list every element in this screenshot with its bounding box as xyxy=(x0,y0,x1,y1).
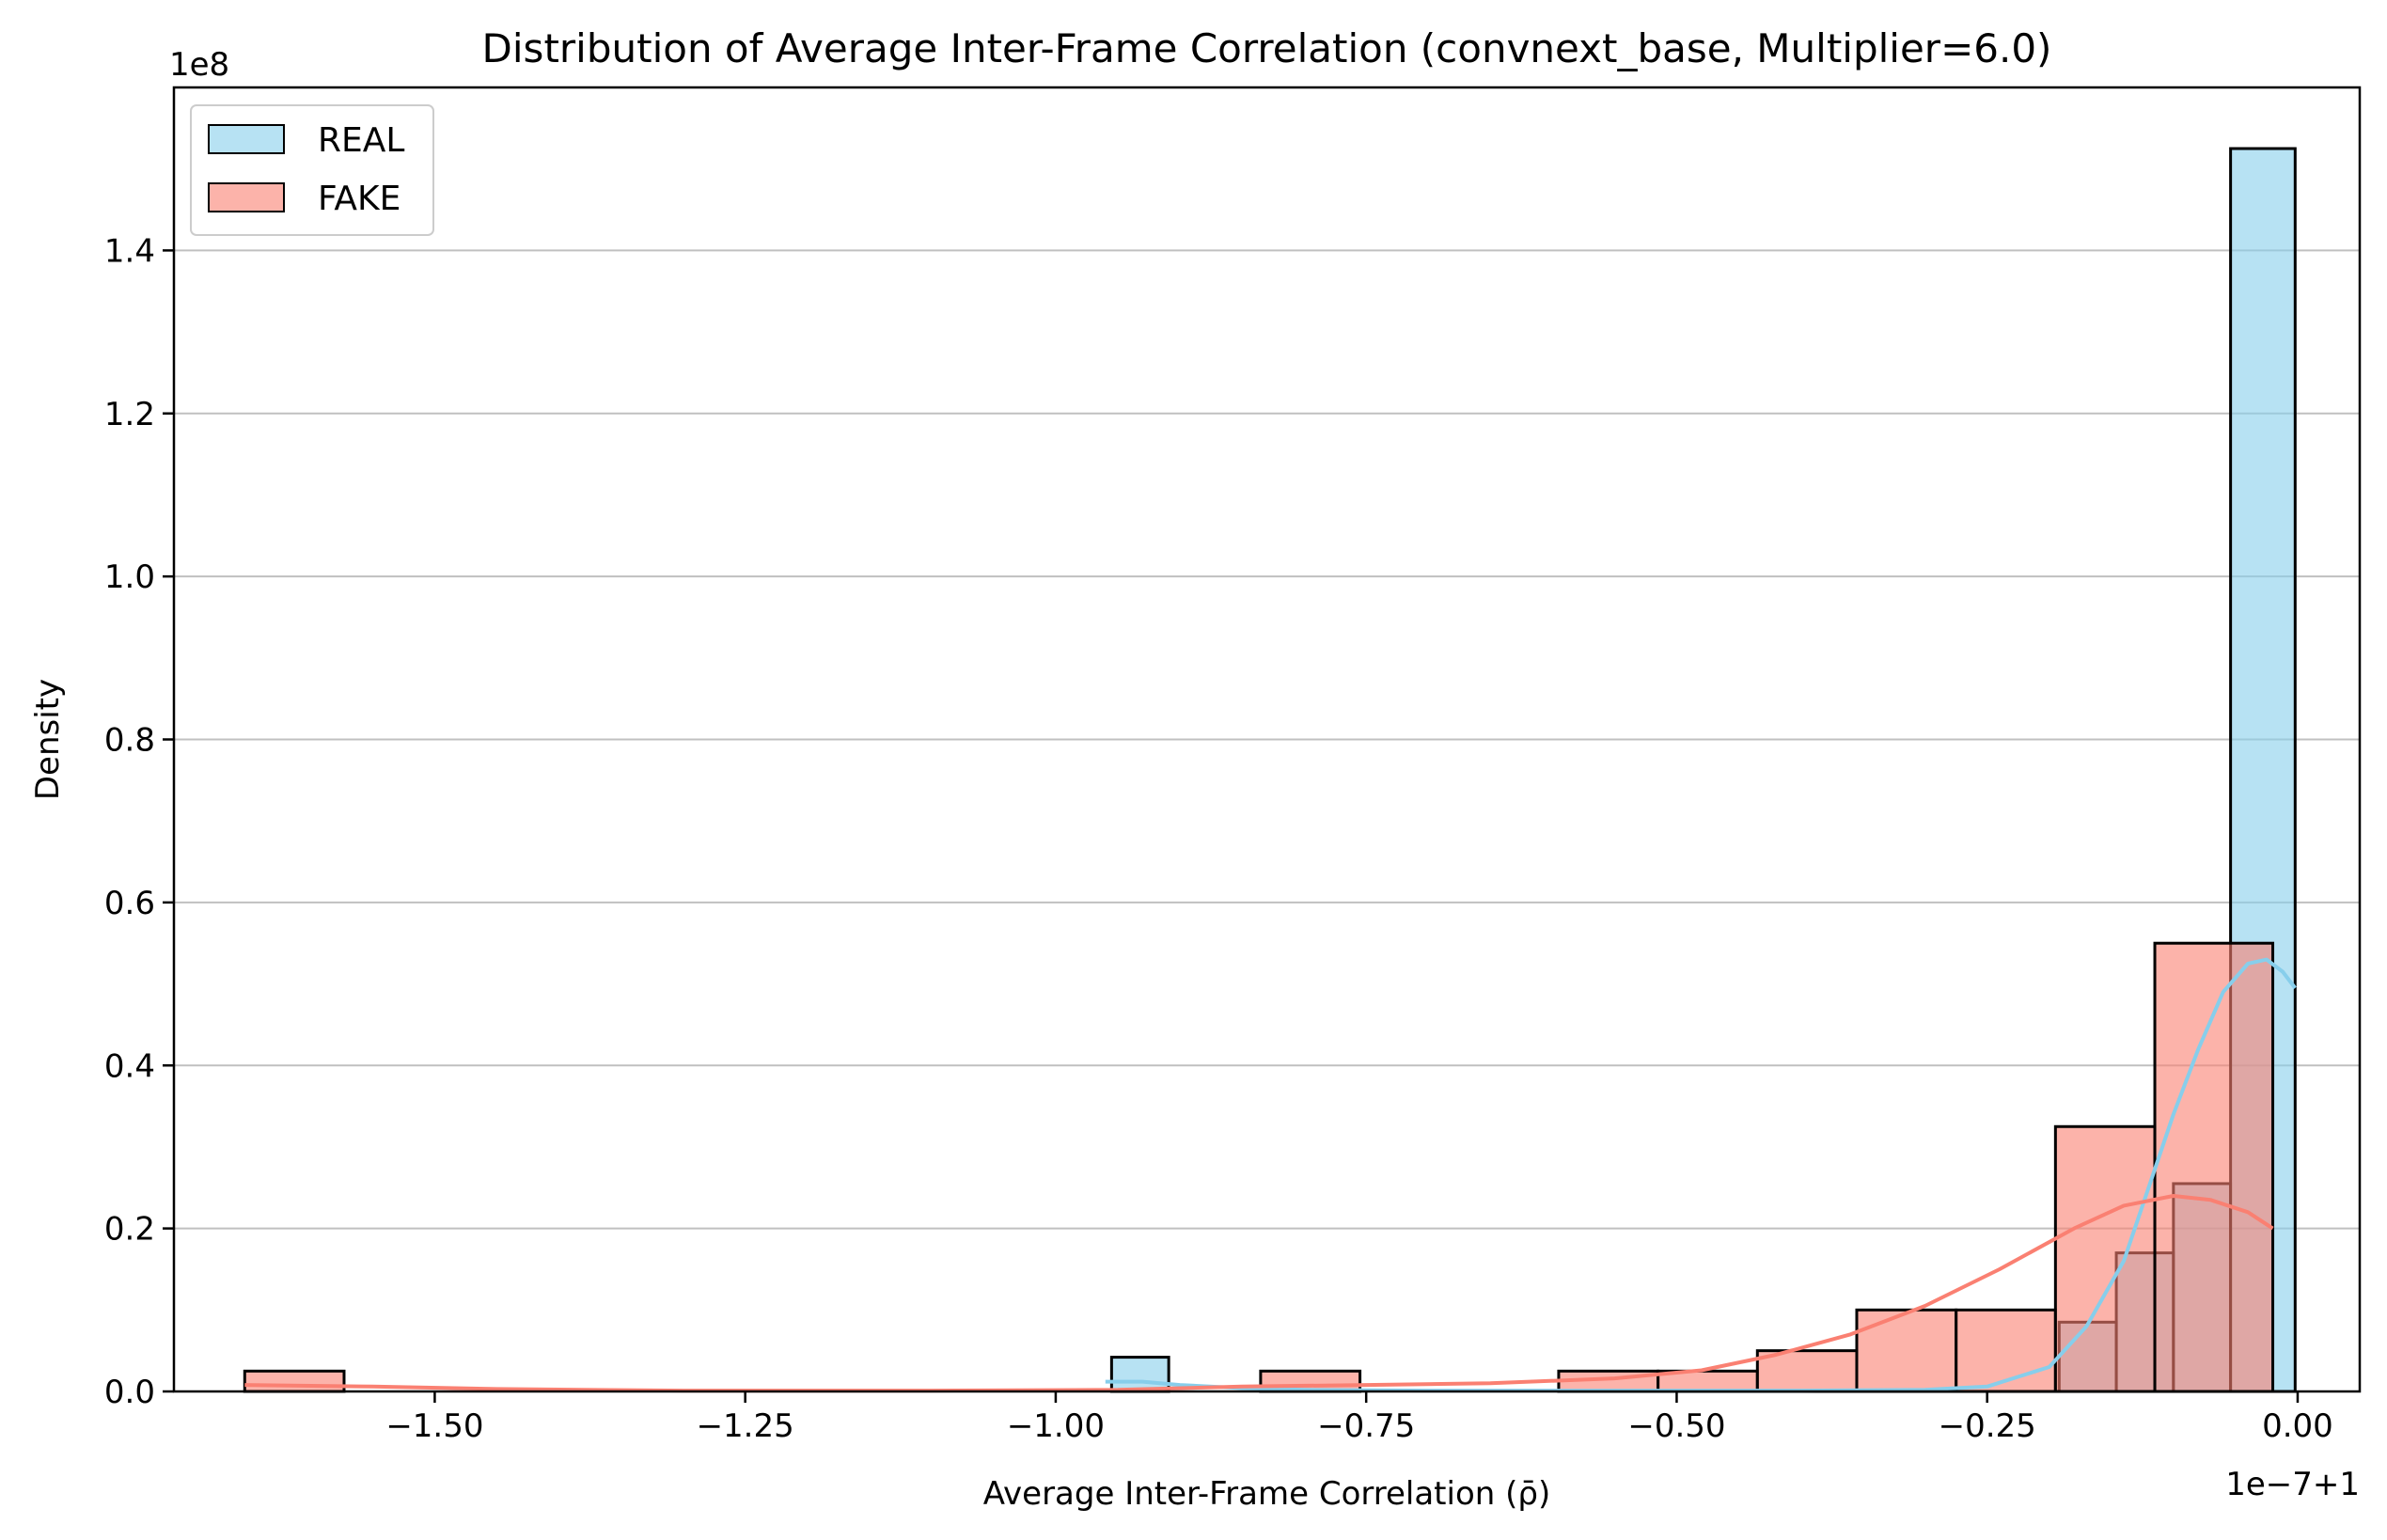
y-axis-ticks: 0.0 0.2 0.4 0.6 0.8 1.0 1.2 1.4 xyxy=(104,232,174,1411)
x-tick-label: −0.50 xyxy=(1627,1407,1725,1445)
legend-label-fake: FAKE xyxy=(318,180,400,218)
bar-fake xyxy=(1955,1308,2057,1393)
legend-label-real: REAL xyxy=(318,121,404,160)
y-tick-label: 0.2 xyxy=(104,1211,155,1249)
x-axis-title: Average Inter-Frame Correlation (ρ̄) xyxy=(983,1475,1550,1513)
y-tick-label: 0.4 xyxy=(104,1047,155,1085)
x-tick-label: −1.00 xyxy=(1007,1407,1105,1445)
bar-fake xyxy=(1755,1349,1859,1393)
bar-fake xyxy=(1855,1308,1958,1393)
x-tick-label: −0.75 xyxy=(1317,1407,1415,1445)
legend: REAL FAKE xyxy=(190,104,434,236)
y-tick-label: 0.6 xyxy=(104,885,155,922)
x-axis-offset-label: 1e−7+1 xyxy=(2225,1466,2360,1503)
y-axis-scale-factor: 1e8 xyxy=(169,46,229,84)
y-axis-title: Density xyxy=(29,679,67,800)
x-tick-label: −1.25 xyxy=(697,1407,794,1445)
chart-title: Distribution of Average Inter-Frame Corr… xyxy=(482,25,2052,71)
legend-swatch-real xyxy=(208,124,285,154)
bar-real xyxy=(1109,1356,1170,1393)
bar-fake xyxy=(243,1369,346,1393)
x-axis-ticks: −1.50 −1.25 −1.00 −0.75 −0.50 −0.25 0.00 xyxy=(385,1391,2333,1445)
y-tick-label: 0.0 xyxy=(104,1374,155,1411)
kde-line-real xyxy=(1105,957,2297,1393)
y-tick-label: 1.4 xyxy=(104,232,155,270)
legend-swatch-fake xyxy=(208,182,285,212)
y-tick-label: 0.8 xyxy=(104,722,155,760)
x-tick-label: 0.00 xyxy=(2262,1407,2333,1445)
x-tick-label: −1.50 xyxy=(385,1407,483,1445)
gridlines xyxy=(174,249,2360,1230)
bar-fake xyxy=(2053,1124,2157,1393)
x-tick-label: −0.25 xyxy=(1939,1407,2036,1445)
y-tick-label: 1.0 xyxy=(104,558,155,596)
y-tick-label: 1.2 xyxy=(104,396,155,433)
